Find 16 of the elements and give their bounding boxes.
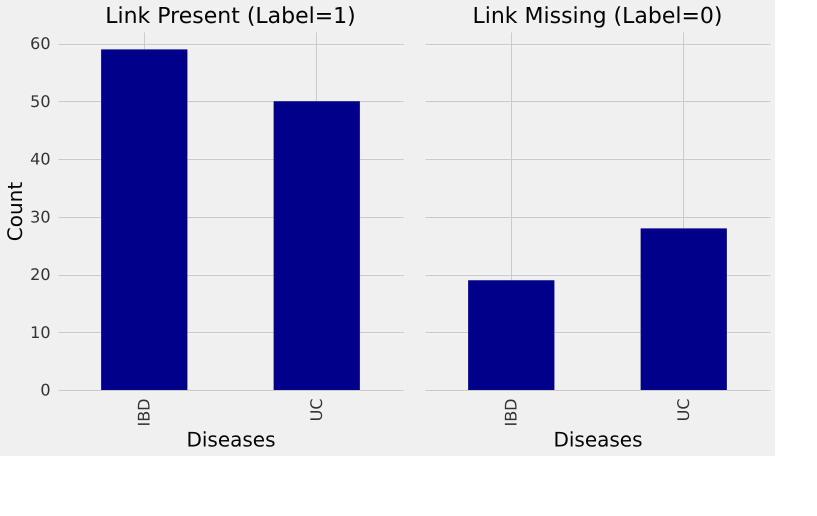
y-tick-label: 40 <box>30 150 50 169</box>
x-tick-label: IBD <box>501 398 520 427</box>
y-axis-title: Count <box>3 182 28 242</box>
y-tick-label: 50 <box>30 92 50 111</box>
y-tick-label: 30 <box>30 207 50 226</box>
x-tick-label: UC <box>674 398 693 422</box>
x-tick-label: UC <box>306 398 326 422</box>
chart-title: Link Present (Label=1) <box>105 4 356 29</box>
y-tick-label: 60 <box>30 34 50 54</box>
y-tick-label: 0 <box>40 380 50 400</box>
chart-title: Link Missing (Label=0) <box>472 4 723 29</box>
x-axis-title: Diseases <box>553 428 643 452</box>
y-tick-label: 10 <box>30 322 50 342</box>
x-axis-title: Diseases <box>186 428 276 452</box>
y-tick-label: 20 <box>30 265 50 284</box>
x-tick-label: IBD <box>134 398 154 427</box>
